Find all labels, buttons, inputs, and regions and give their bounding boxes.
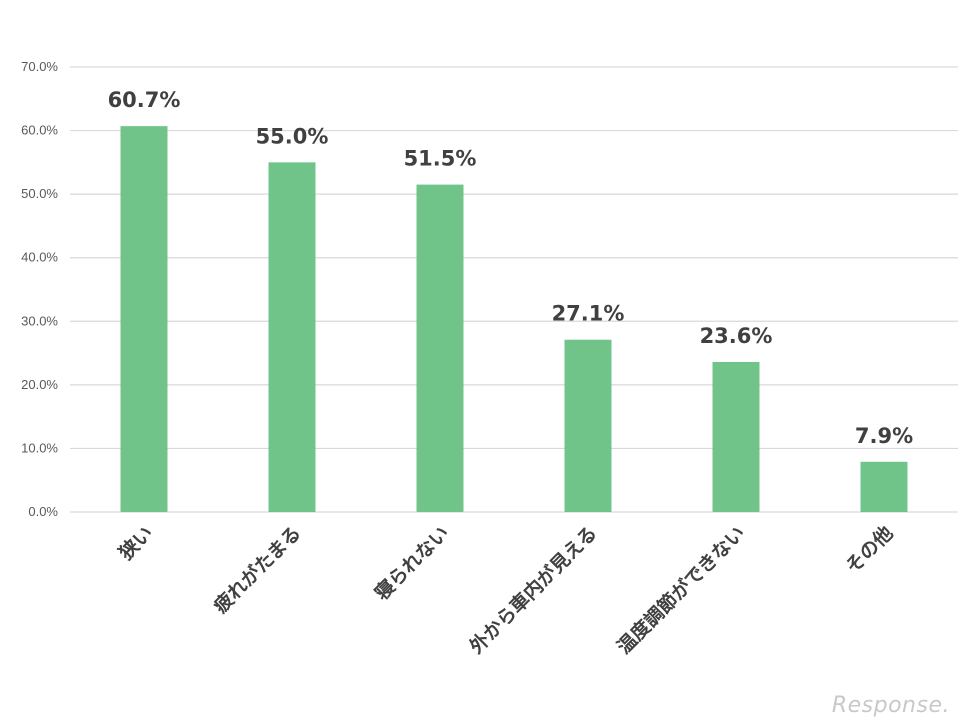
data-label: 7.9% xyxy=(855,424,913,448)
category-label: 疲れがたまる xyxy=(209,521,305,617)
category-label: その他 xyxy=(841,521,898,578)
data-label: 27.1% xyxy=(552,302,625,326)
bar xyxy=(416,184,464,512)
data-label: 60.7% xyxy=(108,88,181,112)
y-tick-label: 40.0% xyxy=(21,250,58,265)
category-label: 狭い xyxy=(114,521,158,565)
y-tick-label: 10.0% xyxy=(21,440,58,455)
bar xyxy=(860,461,908,512)
data-label: 23.6% xyxy=(700,324,773,348)
bar xyxy=(564,339,612,512)
data-label: 55.0% xyxy=(256,124,329,148)
category-label: 外から車内が見える xyxy=(465,521,602,658)
bar xyxy=(712,361,760,512)
y-axis-tick-labels: 0.0% 10.0% 20.0% 30.0% 40.0% 50.0% 60.0% 70.0% xyxy=(21,59,58,519)
y-tick-label: 30.0% xyxy=(21,313,58,328)
gridlines xyxy=(70,66,958,513)
category-label: 温度調節ができない xyxy=(612,521,749,658)
bars xyxy=(120,126,908,512)
data-label: 51.5% xyxy=(404,147,477,171)
y-tick-label: 50.0% xyxy=(21,186,58,201)
y-tick-label: 20.0% xyxy=(21,377,58,392)
data-labels: 60.7% 55.0% 51.5% 27.1% 23.6% 7.9% xyxy=(108,88,914,448)
y-tick-label: 70.0% xyxy=(21,59,58,74)
bar xyxy=(268,162,316,512)
response-watermark: Response. xyxy=(831,693,950,718)
x-axis-category-labels: 狭い 疲れがたまる 寝られない 外から車内が見える 温度調節ができない その他 xyxy=(114,521,898,658)
y-tick-label: 0.0% xyxy=(28,504,58,519)
category-label: 寝られない xyxy=(370,521,453,604)
y-tick-label: 60.0% xyxy=(21,123,58,138)
bar xyxy=(120,126,168,512)
